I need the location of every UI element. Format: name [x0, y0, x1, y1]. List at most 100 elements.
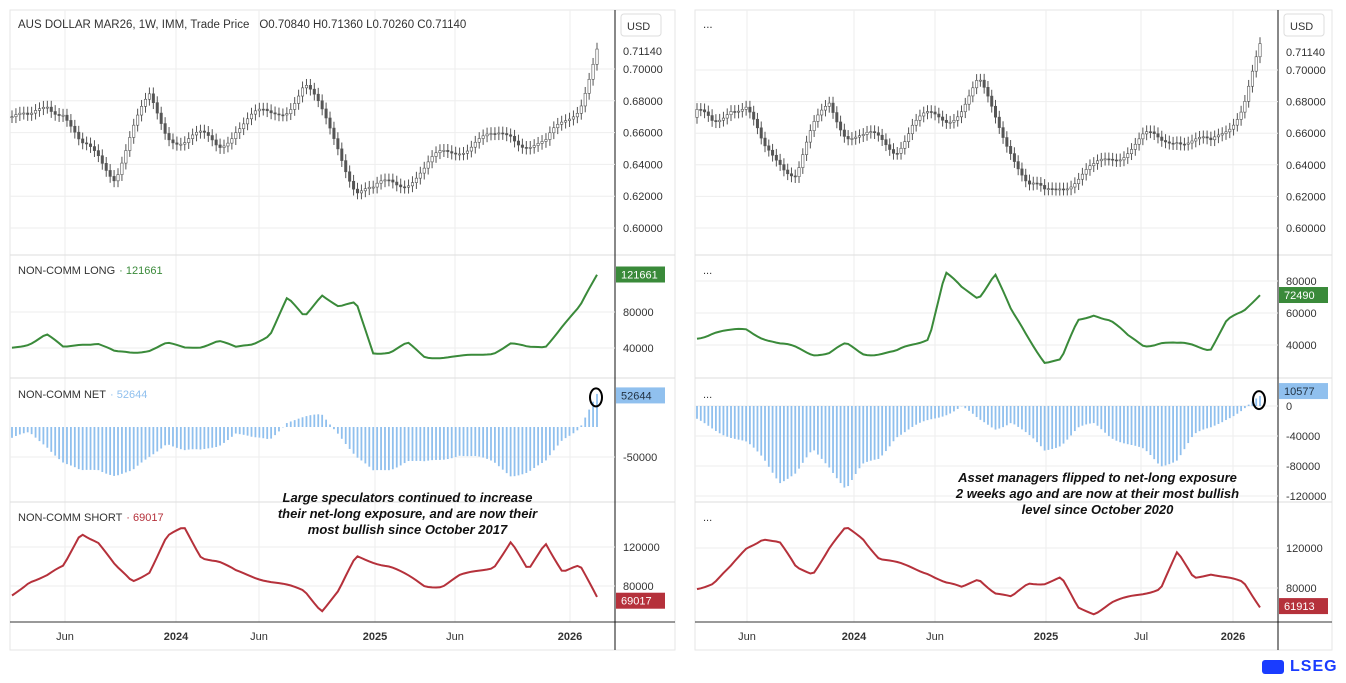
candle-body [1258, 43, 1262, 58]
currency-label: USD [627, 21, 650, 33]
long-last-badge-text: 121661 [621, 270, 658, 282]
candle-body [1111, 158, 1115, 161]
net-bar [733, 406, 736, 439]
candle-body [57, 114, 61, 116]
net-bar [42, 427, 45, 445]
net-bar [756, 406, 759, 452]
net-tick-label: 0 [1286, 401, 1292, 413]
price-tick-label: 0.71140 [1286, 47, 1325, 59]
candle-body [328, 117, 332, 129]
candle-body [895, 153, 899, 155]
candle-body [564, 120, 568, 123]
candle-body [1050, 188, 1054, 190]
net-bar [794, 406, 797, 474]
net-bar [1085, 406, 1088, 425]
candle-body [320, 100, 324, 110]
candle-body [1080, 173, 1084, 180]
candle-body [505, 133, 509, 136]
net-bar [1168, 406, 1171, 465]
candle-body [446, 150, 450, 152]
candle-body [22, 112, 26, 115]
net-bar [873, 406, 876, 460]
price-tick-label: 0.70000 [623, 64, 663, 76]
candle-body [884, 139, 888, 146]
net-bar [805, 406, 808, 458]
net-bar [1055, 406, 1057, 448]
candle-body [112, 176, 116, 182]
candle-body [430, 156, 434, 163]
candle-body [116, 174, 120, 182]
candle-body [595, 48, 599, 65]
net-bar [1247, 404, 1250, 406]
candle-body [744, 106, 748, 110]
candle-body [1099, 158, 1103, 162]
candle-body [218, 144, 222, 148]
candle-body [1069, 186, 1073, 190]
net-bar [1123, 406, 1125, 444]
net-bar [50, 427, 53, 452]
net-bar [1092, 406, 1095, 424]
net-bar [458, 427, 461, 456]
net-bar [140, 427, 143, 463]
candle-body [316, 93, 320, 102]
candle-body [96, 150, 100, 157]
x-tick-label: Jul [1134, 631, 1148, 643]
candle-body [450, 151, 454, 154]
candle-body [332, 127, 336, 139]
candle-body [956, 116, 960, 121]
net-bar [101, 427, 104, 473]
net-bar [419, 427, 422, 461]
candle-body [1046, 188, 1050, 190]
net-bar [1251, 401, 1254, 406]
short-line [696, 526, 1261, 616]
candle-body [108, 170, 112, 177]
net-bar [285, 423, 288, 427]
net-bar [529, 427, 532, 471]
net-bar [964, 406, 967, 409]
net-bar [877, 406, 880, 459]
net-bar [246, 427, 249, 436]
candle-body [1114, 159, 1118, 162]
net-bar [556, 427, 559, 446]
net-bar [124, 427, 127, 473]
candle-body [937, 113, 941, 118]
candle-body [763, 137, 767, 147]
net-bar [179, 427, 182, 450]
candle-body [183, 142, 187, 145]
net-bar [395, 427, 398, 468]
net-bar [207, 427, 210, 449]
net-bar [238, 427, 241, 435]
candle-body [1167, 141, 1171, 144]
candle-body [520, 144, 524, 148]
candle-body [786, 169, 790, 175]
candle-body [729, 111, 733, 116]
candle-body [289, 109, 293, 114]
candle-body [963, 103, 967, 113]
long-line [696, 271, 1261, 364]
net-bar [388, 427, 390, 471]
candle-body [1084, 169, 1088, 175]
net-bar [1104, 406, 1106, 433]
candle-body [151, 93, 155, 103]
brand-text: LSEG [1290, 658, 1338, 675]
candle-body [45, 106, 49, 109]
short-line [11, 527, 598, 613]
net-bar [1047, 406, 1050, 450]
price-tick-label: 0.60000 [1286, 223, 1326, 235]
net-bar [1164, 406, 1167, 466]
candle-body [1012, 153, 1016, 162]
net-bar [301, 417, 304, 427]
net-bar [191, 427, 194, 450]
net-bar [431, 427, 434, 461]
candle-body [948, 121, 952, 124]
candle-body [1073, 183, 1077, 188]
net-bar [915, 406, 918, 425]
net-bar [835, 406, 838, 479]
net-bar [175, 427, 178, 448]
candle-body [982, 79, 986, 88]
candle-body [1039, 183, 1043, 186]
net-bar [474, 427, 477, 457]
short-tick-label: 80000 [1286, 583, 1317, 595]
net-bar [344, 427, 347, 445]
candle-body [167, 133, 171, 141]
